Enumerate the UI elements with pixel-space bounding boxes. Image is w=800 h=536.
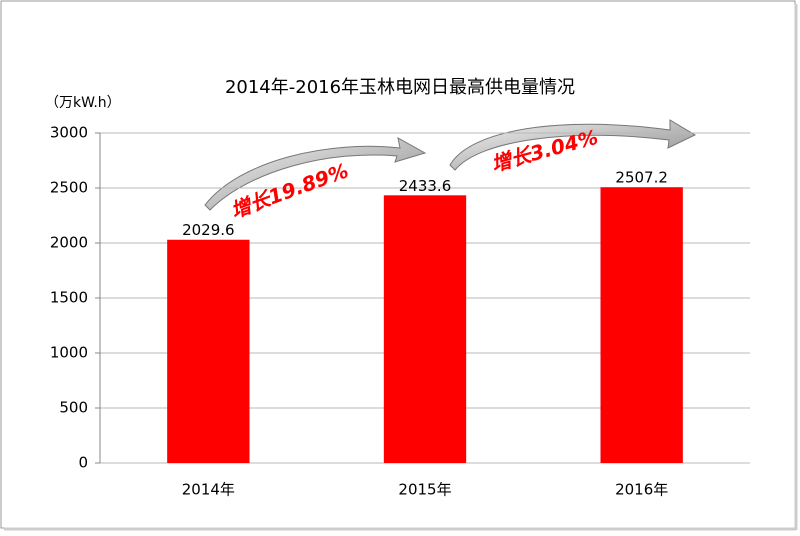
bar xyxy=(383,195,467,463)
y-tick-label: 1000 xyxy=(50,344,88,362)
y-tick-label: 2000 xyxy=(50,234,88,252)
y-tick-label: 2500 xyxy=(50,179,88,197)
y-axis-label: （万kW.h） xyxy=(45,95,121,111)
value-label: 2029.6 xyxy=(182,221,235,239)
arrow xyxy=(204,137,427,211)
x-tick-label: 2016年 xyxy=(615,481,668,499)
x-tick-label: 2014年 xyxy=(182,481,235,499)
chart-title: 2014年-2016年玉林电网日最高供电量情况 xyxy=(225,77,575,98)
bar xyxy=(167,239,250,463)
y-tick-label: 1500 xyxy=(50,289,88,307)
value-label: 2507.2 xyxy=(615,169,668,187)
y-tick-label: 3000 xyxy=(50,124,88,142)
y-tick-label: 0 xyxy=(78,454,88,472)
value-label: 2433.6 xyxy=(399,177,452,195)
bar xyxy=(600,187,683,463)
x-tick-label: 2015年 xyxy=(398,481,451,499)
y-tick-label: 500 xyxy=(59,399,88,417)
